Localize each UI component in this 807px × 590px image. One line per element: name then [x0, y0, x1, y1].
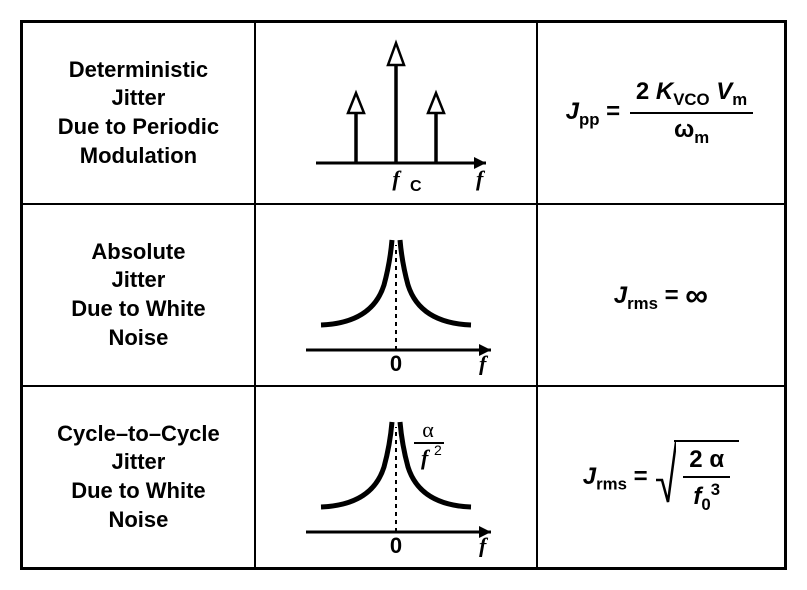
row1-graph: f C f	[255, 22, 537, 205]
svg-text:0: 0	[390, 351, 402, 375]
lorentzian-svg: 0 f	[266, 215, 526, 375]
jitter-summary-table: DeterministicJitterDue to PeriodicModula…	[20, 20, 787, 570]
lhs-symbol: J	[583, 462, 596, 489]
num-sym2: V	[716, 78, 732, 105]
row1-formula: Jpp = 2 KVCO Vm ωm	[537, 22, 786, 205]
svg-text:f: f	[479, 533, 489, 557]
den-sym: ω	[674, 116, 694, 143]
svg-text:0: 0	[390, 533, 402, 557]
svg-text:f: f	[476, 166, 486, 191]
svg-text:f: f	[392, 166, 402, 191]
sqrt-fraction: 2 α f03	[683, 446, 730, 515]
svg-text:α: α	[422, 417, 434, 442]
desc-line: AbsoluteJitterDue to WhiteNoise	[71, 239, 205, 350]
row1-description: DeterministicJitterDue to PeriodicModula…	[22, 22, 255, 205]
row2-graph: 0 f	[255, 204, 537, 386]
lhs-symbol: J	[566, 98, 579, 125]
num-sym: α	[709, 446, 724, 473]
row3-description: Cycle–to–CycleJitterDue to WhiteNoise	[22, 386, 255, 569]
lhs-symbol: J	[614, 282, 627, 309]
desc-line: DeterministicJitterDue to PeriodicModula…	[58, 57, 219, 168]
num-sub2: m	[732, 90, 747, 109]
infinity-symbol: ∞	[685, 277, 708, 313]
spectrum-arrows-svg: f C f	[266, 33, 526, 193]
lhs-sub: rms	[596, 474, 627, 493]
svg-text:C: C	[410, 178, 422, 193]
den-sub: 0	[701, 494, 710, 513]
table-row: AbsoluteJitterDue to WhiteNoise 0 f Jrms…	[22, 204, 786, 386]
num-prefix: 2	[689, 446, 709, 473]
row3-graph: α f 2 0 f	[255, 386, 537, 569]
den-sub: m	[694, 128, 709, 147]
svg-text:2: 2	[434, 442, 442, 458]
lorentzian-labeled-svg: α f 2 0 f	[266, 397, 526, 557]
svg-text:f: f	[479, 351, 489, 375]
num-sym1: K	[656, 78, 673, 105]
row2-formula: Jrms = ∞	[537, 204, 786, 386]
sqrt-expression: 2 α f03	[654, 440, 739, 515]
table-row: DeterministicJitterDue to PeriodicModula…	[22, 22, 786, 205]
lhs-sub: rms	[627, 293, 658, 312]
num-prefix: 2	[636, 78, 656, 105]
table-row: Cycle–to–CycleJitterDue to WhiteNoise α …	[22, 386, 786, 569]
den-exp: 3	[711, 480, 720, 499]
lhs-sub: pp	[579, 110, 600, 129]
sqrt-symbol	[654, 440, 676, 504]
num-sub1: VCO	[673, 90, 709, 109]
desc-line: Cycle–to–CycleJitterDue to WhiteNoise	[57, 421, 220, 532]
row2-description: AbsoluteJitterDue to WhiteNoise	[22, 204, 255, 386]
row3-formula: Jrms = 2 α f03	[537, 386, 786, 569]
fraction: 2 KVCO Vm ωm	[630, 78, 753, 148]
svg-text:f: f	[421, 445, 431, 470]
